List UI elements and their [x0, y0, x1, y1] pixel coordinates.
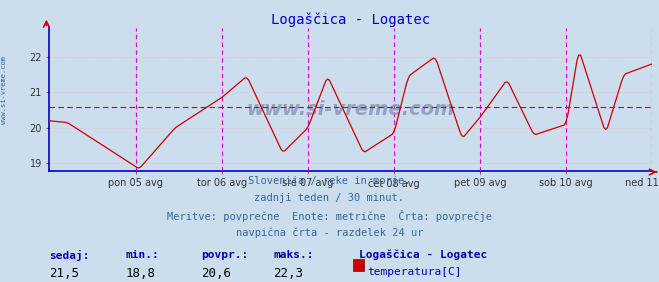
Text: 21,5: 21,5	[49, 267, 80, 280]
Text: zadnji teden / 30 minut.: zadnji teden / 30 minut.	[254, 193, 405, 203]
Text: povpr.:: povpr.:	[201, 250, 248, 259]
Text: 18,8: 18,8	[125, 267, 156, 280]
Text: Meritve: povprečne  Enote: metrične  Črta: povprečje: Meritve: povprečne Enote: metrične Črta:…	[167, 210, 492, 222]
Text: 20,6: 20,6	[201, 267, 231, 280]
Text: temperatura[C]: temperatura[C]	[368, 267, 462, 277]
Text: Logaščica - Logatec: Logaščica - Logatec	[359, 250, 488, 260]
Text: www.si-vreme.com: www.si-vreme.com	[246, 100, 455, 119]
Text: navpična črta - razdelek 24 ur: navpična črta - razdelek 24 ur	[236, 227, 423, 237]
Text: maks.:: maks.:	[273, 250, 314, 259]
Text: 22,3: 22,3	[273, 267, 304, 280]
Text: sedaj:: sedaj:	[49, 250, 90, 261]
Text: www.si-vreme.com: www.si-vreme.com	[1, 56, 7, 124]
Title: Logaščica - Logatec: Logaščica - Logatec	[272, 12, 430, 27]
Text: Slovenija / reke in morje.: Slovenija / reke in morje.	[248, 176, 411, 186]
Text: min.:: min.:	[125, 250, 159, 259]
